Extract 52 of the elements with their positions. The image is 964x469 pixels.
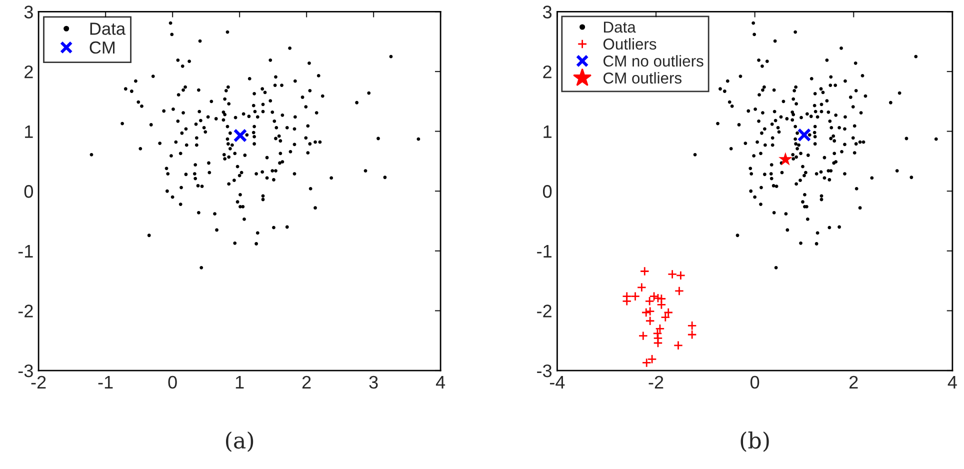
point <box>687 320 697 330</box>
point <box>645 316 655 326</box>
y-tick-label: 1 <box>25 125 33 138</box>
y-tick-label: 0 <box>542 185 552 198</box>
point <box>645 306 655 316</box>
legend-label: Data <box>604 22 636 33</box>
x-tick-label: 3 <box>369 376 378 389</box>
point <box>640 266 650 276</box>
x-tick-label: 2 <box>850 376 858 388</box>
y-tick-label: 1 <box>544 125 552 138</box>
point <box>687 330 697 340</box>
point <box>622 296 632 306</box>
text: (b) <box>740 432 769 452</box>
legend-label: CM outliers <box>604 72 682 84</box>
x-tick-label: 4 <box>948 376 957 388</box>
point <box>674 286 684 296</box>
point <box>638 331 648 341</box>
x-tick-label: 0 <box>168 376 177 389</box>
legend-label: Data <box>90 22 126 35</box>
legend-label: CM no outliers <box>604 55 704 67</box>
y-tick-label: -3 <box>537 364 552 378</box>
legend-label: CM <box>90 41 114 54</box>
text: (a) <box>226 432 254 452</box>
x-tick-label: 1 <box>236 376 244 388</box>
y-tick-label: -1 <box>18 245 33 258</box>
y-tick-label: -3 <box>18 364 33 378</box>
point <box>653 338 663 348</box>
x-tick-label: 2 <box>302 376 311 388</box>
point <box>668 269 678 280</box>
point <box>630 292 640 302</box>
point <box>641 308 651 318</box>
y-tick-label: 3 <box>542 6 552 18</box>
point <box>636 282 646 292</box>
point <box>656 300 666 310</box>
point <box>778 152 792 166</box>
x-tick-label: -2 <box>648 376 664 388</box>
point <box>653 293 663 303</box>
y-tick-label: 3 <box>24 6 33 18</box>
x-tick-label: 4 <box>436 376 446 388</box>
y-tick-label: -2 <box>18 304 33 318</box>
point <box>797 128 812 142</box>
x-tick-label: -4 <box>550 376 565 388</box>
y-tick-label: 2 <box>24 65 33 78</box>
x-tick-label: -1 <box>98 376 113 388</box>
point <box>673 340 684 350</box>
y-tick-label: 2 <box>543 65 552 78</box>
x-tick-label: 0 <box>750 376 760 389</box>
y-tick-label: -2 <box>537 304 552 318</box>
legend-label: Outliers <box>603 38 656 50</box>
y-tick-label: 0 <box>24 185 33 198</box>
y-tick-label: -1 <box>537 245 552 258</box>
point <box>676 270 686 280</box>
